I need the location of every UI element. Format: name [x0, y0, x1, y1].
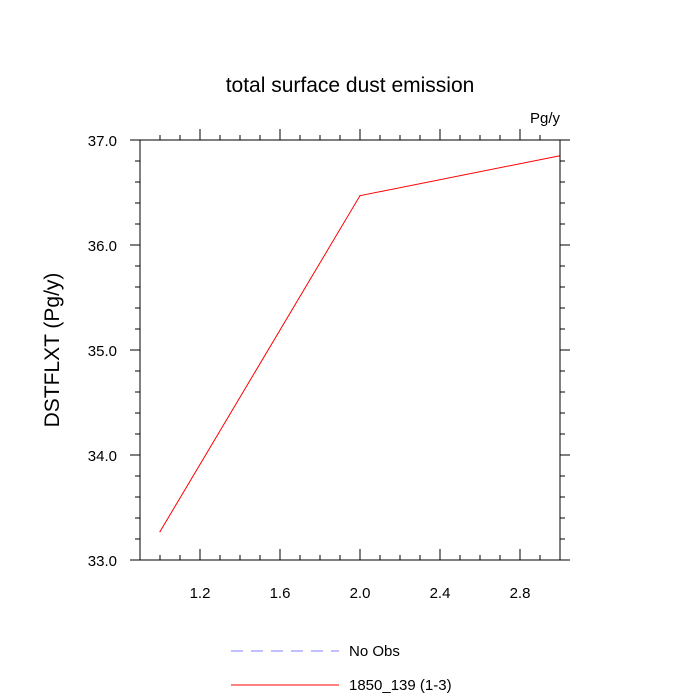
x-tick-label: 1.2	[190, 585, 211, 602]
x-tick-label: 2.4	[430, 585, 451, 602]
plot-frame	[139, 139, 561, 561]
legend-label: No Obs	[349, 643, 400, 660]
x-tick-label: 2.0	[350, 585, 371, 602]
series-point-1	[159, 531, 161, 533]
series-point-1	[359, 195, 361, 197]
y-tick-label: 33.0	[88, 553, 117, 570]
x-tick-label: 1.6	[270, 585, 291, 602]
y-tick-label: 34.0	[88, 448, 117, 465]
y-axis-label: DSTFLXT (Pg/y)	[41, 273, 64, 428]
units-label: Pg/y	[530, 110, 561, 127]
ticks-layer: 1.2 1.6 2.0 2.4 2.8 33.0 34.0 35.0 36.0 37.0	[88, 129, 570, 602]
y-tick-label: 35.0	[88, 343, 117, 360]
chart-title: total surface dust emission	[226, 74, 475, 97]
y-tick-label: 37.0	[88, 133, 117, 150]
series-layer	[159, 155, 561, 533]
y-tick-label: 36.0	[88, 238, 117, 255]
legend-label: 1850_139 (1-3)	[349, 677, 452, 694]
series-line-1	[159, 155, 561, 532]
x-tick-label: 2.8	[510, 585, 531, 602]
legend: No Obs 1850_139 (1-3)	[231, 643, 452, 694]
